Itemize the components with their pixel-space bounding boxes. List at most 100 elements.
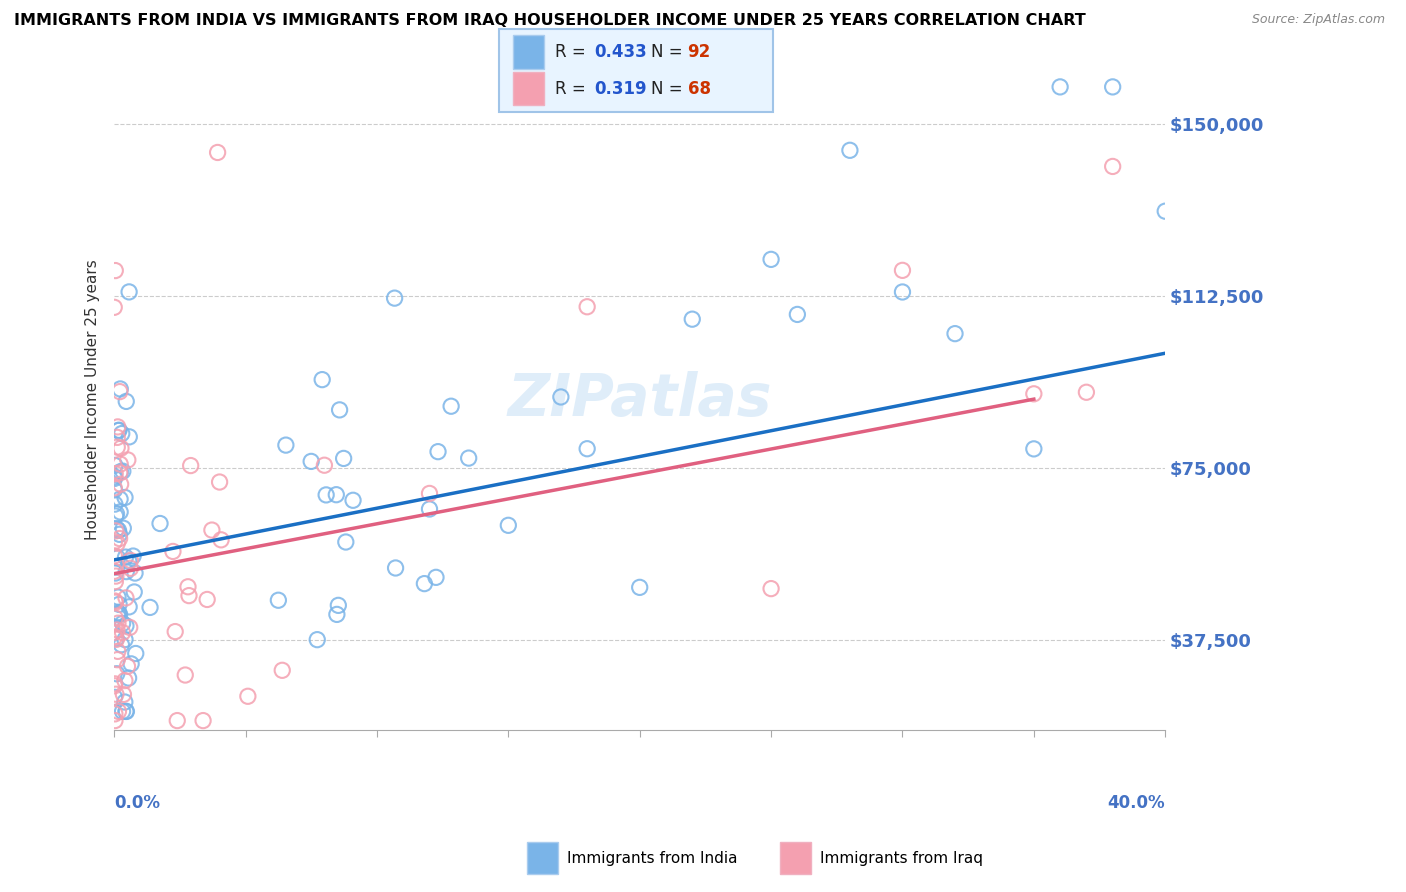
Point [311,373,333,387]
Point [315,488,337,502]
Point [104,458,127,473]
Point [1022,386,1045,401]
Point [111,616,134,631]
Point [110,441,132,455]
Point [114,491,136,505]
Point [108,384,131,399]
Point [105,632,128,646]
Point [110,465,132,479]
Point [124,566,146,580]
Point [177,580,200,594]
Text: N =: N = [651,44,688,62]
Point [104,714,127,728]
Point [111,705,134,719]
Text: 68: 68 [688,79,710,97]
Point [425,570,447,584]
Point [115,705,138,719]
Point [114,632,136,647]
Point [108,423,131,437]
Point [1022,442,1045,456]
Text: IMMIGRANTS FROM INDIA VS IMMIGRANTS FROM IRAQ HOUSEHOLDER INCOME UNDER 25 YEARS : IMMIGRANTS FROM INDIA VS IMMIGRANTS FROM… [14,13,1085,29]
Point [104,497,127,511]
Point [681,312,703,326]
Point [118,285,141,299]
Point [107,607,129,622]
Point [117,659,139,673]
Point [201,523,224,537]
Point [104,677,127,691]
Point [108,607,131,622]
Text: 92: 92 [688,44,711,62]
Text: Immigrants from India: Immigrants from India [567,851,737,865]
Point [209,533,232,547]
Point [104,630,127,644]
Point [103,549,125,563]
Point [943,326,966,341]
Point [110,477,132,491]
Point [104,706,127,721]
Point [107,524,129,538]
Point [115,394,138,409]
Point [107,424,129,438]
Point [498,518,520,533]
Point [105,440,128,454]
Point [103,301,125,315]
Point [110,382,132,396]
Point [107,606,129,620]
Point [274,438,297,452]
Point [271,663,294,677]
Point [759,582,782,596]
Point [326,607,349,622]
Point [105,623,128,637]
Point [114,695,136,709]
Point [342,493,364,508]
Point [103,564,125,578]
Point [108,527,131,541]
Point [110,638,132,652]
Point [149,516,172,531]
Point [891,263,914,277]
Point [413,576,436,591]
Point [891,285,914,299]
Point [105,666,128,681]
Point [118,430,141,444]
Point [103,679,125,693]
Point [107,616,129,631]
Point [329,403,352,417]
Point [105,536,128,550]
Point [108,505,131,519]
Point [207,145,229,160]
Point [120,657,142,671]
Point [180,458,202,473]
Point [103,690,125,705]
Point [120,561,142,575]
Point [104,566,127,580]
Point [115,705,138,719]
Text: 0.0%: 0.0% [114,794,160,812]
Point [112,688,135,702]
Point [162,544,184,558]
Point [384,561,406,575]
Point [104,574,127,589]
Point [104,524,127,538]
Text: R =: R = [555,79,592,97]
Point [307,632,329,647]
Text: Source: ZipAtlas.com: Source: ZipAtlas.com [1251,13,1385,27]
Point [236,690,259,704]
Point [165,624,187,639]
Text: Immigrants from Iraq: Immigrants from Iraq [820,851,983,865]
Point [838,143,860,157]
Text: R =: R = [555,44,592,62]
Point [335,535,357,549]
Point [118,554,141,568]
Point [628,580,651,594]
Point [115,591,138,605]
Point [108,492,131,507]
Point [122,549,145,563]
Y-axis label: Householder Income Under 25 years: Householder Income Under 25 years [86,259,100,540]
Point [103,481,125,495]
Point [418,486,440,500]
Point [104,467,127,481]
Point [759,252,782,267]
Point [1076,385,1098,400]
